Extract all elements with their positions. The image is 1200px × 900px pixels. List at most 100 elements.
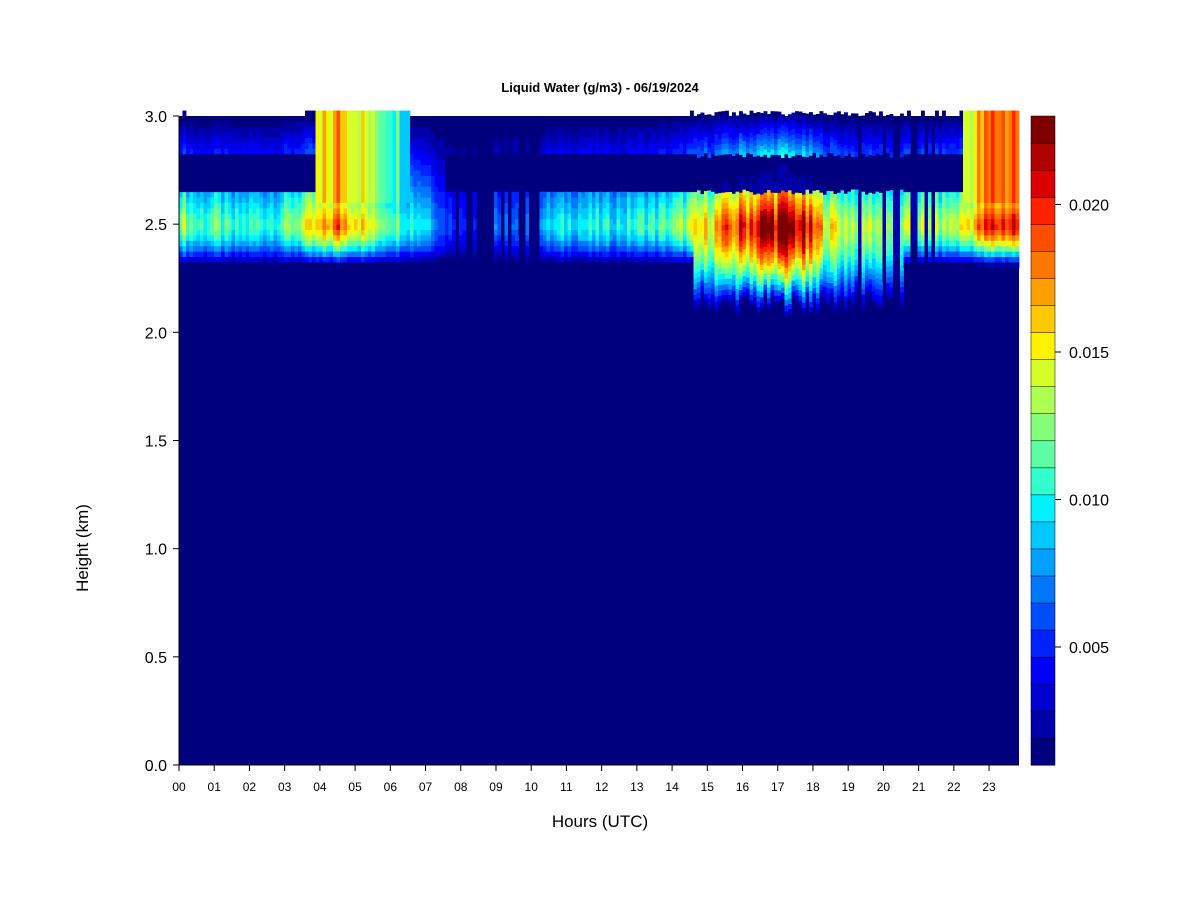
heatmap-cell <box>592 121 596 128</box>
heatmap-cell <box>448 251 453 258</box>
heatmap-cell <box>809 279 813 286</box>
heatmap-cell <box>200 262 204 268</box>
heatmap-cell <box>497 251 502 258</box>
heatmap-cell <box>672 116 677 122</box>
heatmap-cell <box>728 240 733 247</box>
heatmap-cell <box>690 143 694 149</box>
heatmap-cell <box>854 221 859 228</box>
heatmap-cell <box>207 202 211 209</box>
heatmap-cell <box>301 256 306 263</box>
heatmap-cell <box>182 110 187 117</box>
heatmap-cell <box>378 224 383 230</box>
heatmap-cell <box>704 244 708 251</box>
heatmap-cell <box>627 132 631 139</box>
heatmap-cell <box>781 130 785 137</box>
heatmap-cell <box>431 186 435 193</box>
heatmap-cell <box>182 175 187 182</box>
heatmap-cell <box>802 221 806 227</box>
heatmap-cell <box>389 207 393 214</box>
heatmap-cell <box>585 213 589 220</box>
heatmap-cell <box>214 229 218 236</box>
heatmap-cell <box>221 121 225 128</box>
heatmap-cell <box>683 180 687 187</box>
heatmap-cell <box>837 289 841 296</box>
heatmap-cell <box>777 187 782 194</box>
heatmap-cell <box>616 224 621 230</box>
heatmap-cell <box>788 238 792 245</box>
heatmap-cell <box>431 164 435 171</box>
heatmap-cell <box>574 132 579 139</box>
heatmap-cell <box>385 148 390 155</box>
heatmap-cell <box>427 132 432 139</box>
heatmap-cell <box>515 234 519 241</box>
heatmap-cell <box>735 277 740 284</box>
heatmap-cell <box>847 147 852 154</box>
heatmap-cell <box>711 164 715 171</box>
heatmap-cell <box>347 170 351 176</box>
heatmap-cell <box>490 218 495 225</box>
heatmap-cell <box>189 262 194 268</box>
heatmap-cell <box>459 207 463 214</box>
heatmap-cell <box>228 234 232 241</box>
heatmap-cell <box>459 132 463 139</box>
heatmap-cell <box>242 202 246 209</box>
heatmap-cell <box>805 210 810 217</box>
heatmap-cell <box>739 149 743 155</box>
heatmap-cell <box>809 247 813 254</box>
heatmap-cell <box>837 127 841 134</box>
heatmap-cell <box>224 207 229 214</box>
heatmap-cell <box>242 126 246 133</box>
heatmap-cell <box>532 202 537 209</box>
heatmap-cell <box>637 121 642 128</box>
heatmap-cell <box>658 180 663 187</box>
heatmap-cell <box>231 191 236 198</box>
heatmap-cell <box>406 180 411 187</box>
heatmap-cell <box>525 143 530 149</box>
heatmap-cell <box>441 218 446 225</box>
heatmap-cell <box>581 256 586 263</box>
heatmap-cell <box>707 233 712 240</box>
heatmap-cell <box>816 232 820 239</box>
heatmap-cell <box>189 116 194 122</box>
heatmap-cell <box>795 241 799 247</box>
heatmap-cell <box>448 137 453 144</box>
heatmap-cell <box>578 218 582 225</box>
heatmap-cell <box>585 234 589 241</box>
heatmap-cell <box>819 273 824 280</box>
heatmap-cell <box>427 170 432 176</box>
heatmap-cell <box>424 245 428 252</box>
heatmap-cell <box>634 186 638 193</box>
heatmap-cell <box>315 143 320 149</box>
heatmap-cell <box>382 240 386 247</box>
heatmap-cell <box>746 136 750 143</box>
heatmap-cell <box>525 240 530 247</box>
heatmap-cell <box>826 114 831 121</box>
heatmap-cell <box>774 111 778 118</box>
heatmap-cell <box>392 153 397 160</box>
heatmap-cell <box>805 129 810 136</box>
heatmap-cell <box>441 256 446 263</box>
heatmap-cell <box>830 120 834 127</box>
heatmap-cell <box>413 213 418 220</box>
heatmap-cell <box>410 148 414 155</box>
heatmap-cell <box>662 132 666 139</box>
heatmap-cell <box>760 259 764 265</box>
heatmap-cell <box>760 161 764 168</box>
heatmap-cell <box>714 236 719 243</box>
heatmap-cell <box>343 143 348 149</box>
heatmap-cell <box>333 262 337 268</box>
heatmap-cell <box>739 284 743 291</box>
heatmap-cell <box>791 199 796 205</box>
heatmap-cell <box>522 224 526 230</box>
heatmap-cell <box>399 213 404 220</box>
heatmap-cell <box>704 271 708 278</box>
heatmap-cell <box>525 224 530 230</box>
heatmap-cell <box>210 202 215 209</box>
heatmap-cell <box>721 116 726 123</box>
heatmap-cell <box>210 186 215 193</box>
heatmap-cell <box>231 137 236 144</box>
heatmap-cell <box>655 121 659 128</box>
heatmap-cell <box>735 218 740 225</box>
heatmap-cell <box>739 186 743 193</box>
heatmap-cell <box>851 291 855 298</box>
